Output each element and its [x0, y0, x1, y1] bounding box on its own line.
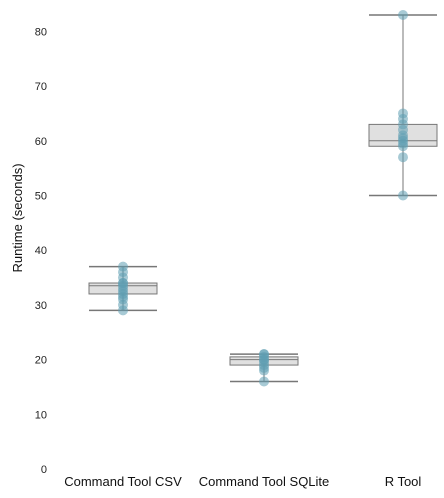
x-axis-categories: Command Tool CSV Command Tool SQLite R Too… — [64, 474, 421, 489]
box-layer — [88, 14, 438, 383]
data-point — [398, 9, 408, 20]
y-axis-ticks: 0 10 20 30 40 50 60 70 80 — [35, 26, 47, 476]
y-tick-label: 0 — [41, 464, 47, 476]
y-tick-label: 70 — [35, 81, 47, 93]
x-category-label: R Tool — [385, 474, 422, 489]
y-tick-label: 20 — [35, 355, 47, 367]
data-point — [118, 261, 128, 272]
point-layer — [118, 9, 408, 387]
y-tick-label: 30 — [35, 300, 47, 312]
x-category-label: Command Tool SQLite — [199, 474, 330, 489]
data-point — [398, 152, 408, 163]
data-point — [398, 190, 408, 201]
y-tick-label: 50 — [35, 191, 47, 203]
y-tick-label: 80 — [35, 26, 47, 38]
data-point — [398, 108, 408, 119]
data-point — [259, 349, 269, 360]
y-axis-label: Runtime (seconds) — [10, 163, 25, 272]
y-tick-label: 10 — [35, 409, 47, 421]
y-tick-label: 40 — [35, 245, 47, 257]
y-tick-label: 60 — [35, 136, 47, 148]
data-point — [259, 376, 269, 387]
x-category-label: Command Tool CSV — [64, 474, 182, 489]
